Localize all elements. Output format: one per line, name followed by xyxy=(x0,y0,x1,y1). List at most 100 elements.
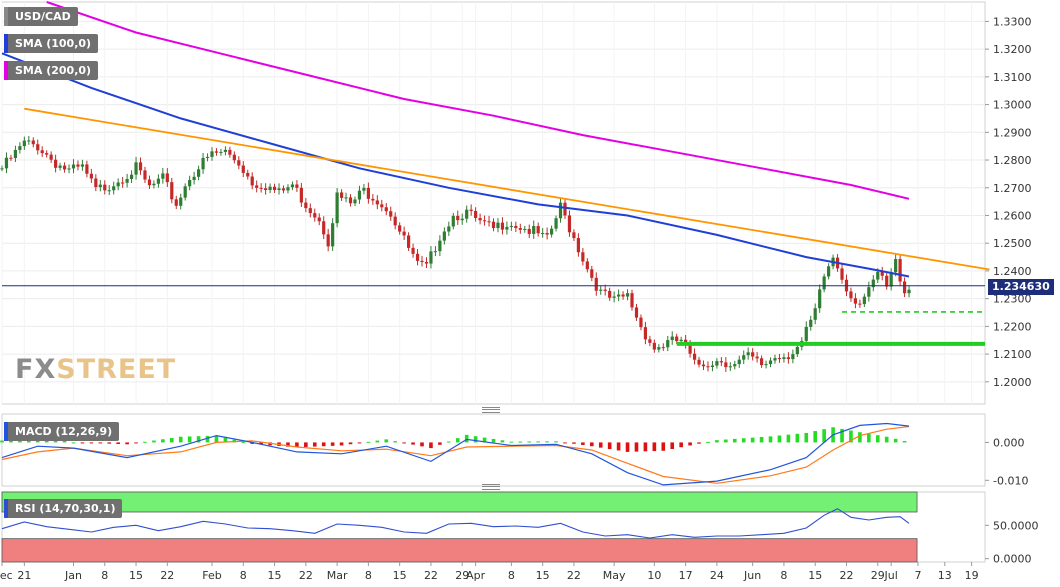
x-tick-label: 21 xyxy=(17,569,31,582)
macd-histogram-bar xyxy=(98,442,103,444)
macd-histogram-bar xyxy=(295,442,299,448)
candle xyxy=(827,263,831,280)
x-tick-label: 15 xyxy=(808,569,822,582)
candle-body xyxy=(107,190,111,192)
candle xyxy=(907,285,911,298)
candle xyxy=(80,159,85,171)
x-tick-label: 15 xyxy=(268,569,282,582)
candle xyxy=(764,360,768,369)
candle xyxy=(496,218,500,233)
candle-body xyxy=(192,176,196,180)
x-tick-label: 22 xyxy=(839,569,853,582)
candle-body xyxy=(331,223,335,247)
macd-histogram-bar xyxy=(795,433,800,443)
candle-body xyxy=(496,222,500,229)
candle xyxy=(460,213,464,225)
candle-body xyxy=(62,165,67,170)
candle-body xyxy=(116,182,120,187)
candle-body xyxy=(706,366,710,368)
candle xyxy=(710,360,715,372)
candle xyxy=(885,272,889,290)
macd-histogram-bar xyxy=(643,442,648,452)
x-tick-label: 8 xyxy=(101,569,108,582)
rsi-legend[interactable]: RSI (14,70,30,1) xyxy=(4,499,123,518)
candle xyxy=(630,289,634,311)
macd-swatch xyxy=(4,422,8,441)
candle xyxy=(255,180,259,193)
main-chart-panel: 1.2000 1.2100 1.2200 1.2300 1.2400 1.2500 1.26… xyxy=(0,1,1032,405)
candle-body xyxy=(862,296,866,305)
candle-body xyxy=(482,220,487,222)
macd-histogram-bar xyxy=(867,433,871,443)
candle-body xyxy=(809,319,813,327)
candle xyxy=(129,170,134,184)
candle-body xyxy=(554,218,558,229)
candle-body xyxy=(411,247,415,254)
rsi-swatch xyxy=(4,499,8,518)
candle xyxy=(402,226,406,241)
candle xyxy=(894,254,898,277)
candle-body xyxy=(880,271,884,276)
candle xyxy=(45,150,49,158)
macd-histogram-bar xyxy=(71,442,76,444)
candle-body xyxy=(715,361,719,366)
candle xyxy=(272,183,277,193)
candle-body xyxy=(232,154,236,161)
candle-body xyxy=(54,159,58,168)
candle-body xyxy=(621,294,625,297)
candle xyxy=(648,335,652,347)
candle xyxy=(0,165,4,172)
candle-body xyxy=(907,289,911,294)
candle-body xyxy=(853,298,858,304)
sma200-legend[interactable]: SMA (200,0) xyxy=(4,61,99,80)
candle-body xyxy=(322,221,326,235)
candle xyxy=(228,146,232,158)
macd-histogram-bar xyxy=(598,442,603,448)
candle xyxy=(415,249,420,266)
macd-legend[interactable]: MACD (12,26,9) xyxy=(4,422,120,441)
macd-resize-handle[interactable] xyxy=(482,407,500,413)
candle-body xyxy=(701,364,706,367)
candle-body xyxy=(849,291,853,299)
candle xyxy=(786,352,790,364)
candle-body xyxy=(112,186,116,191)
macd-text: MACD (12,26,9) xyxy=(15,425,113,438)
x-tick-label: Feb xyxy=(202,569,221,582)
macd-histogram-bar xyxy=(321,442,326,447)
rsi-resize-handle[interactable] xyxy=(482,484,500,490)
macd-histogram-bar xyxy=(884,436,889,443)
macd-histogram-bar xyxy=(205,435,210,443)
symbol-label[interactable]: USD/CAD xyxy=(4,7,78,26)
macd-histogram-bar xyxy=(840,428,844,443)
candle xyxy=(335,188,339,228)
macd-histogram-bar xyxy=(893,438,898,443)
candle-body xyxy=(9,157,13,159)
candle-body xyxy=(71,164,76,169)
candle-body xyxy=(764,364,768,366)
candle-body xyxy=(514,225,518,229)
candle-body xyxy=(692,353,697,360)
candle xyxy=(134,156,138,180)
candle xyxy=(22,136,26,150)
candle xyxy=(389,206,393,221)
candle-body xyxy=(183,186,187,198)
candle xyxy=(608,287,612,301)
macd-line xyxy=(1,422,910,486)
macd-histogram-bar xyxy=(527,441,532,443)
macd-histogram-bar xyxy=(455,438,460,443)
macd-histogram-bar xyxy=(732,438,737,443)
candle-body xyxy=(474,210,478,218)
candle xyxy=(759,355,764,368)
macd-histogram-bar xyxy=(554,441,558,443)
candle-body xyxy=(813,308,817,320)
y-tick-label: 1.2200 xyxy=(993,320,1032,333)
candle-body xyxy=(773,358,777,361)
candle-body xyxy=(129,174,134,180)
candle xyxy=(612,291,616,303)
candle-body xyxy=(76,164,80,167)
sma100-legend[interactable]: SMA (100,0) xyxy=(4,34,99,53)
macd-histogram-bar xyxy=(724,439,728,443)
candle-body xyxy=(746,352,750,356)
macd-histogram-bar xyxy=(0,440,4,443)
